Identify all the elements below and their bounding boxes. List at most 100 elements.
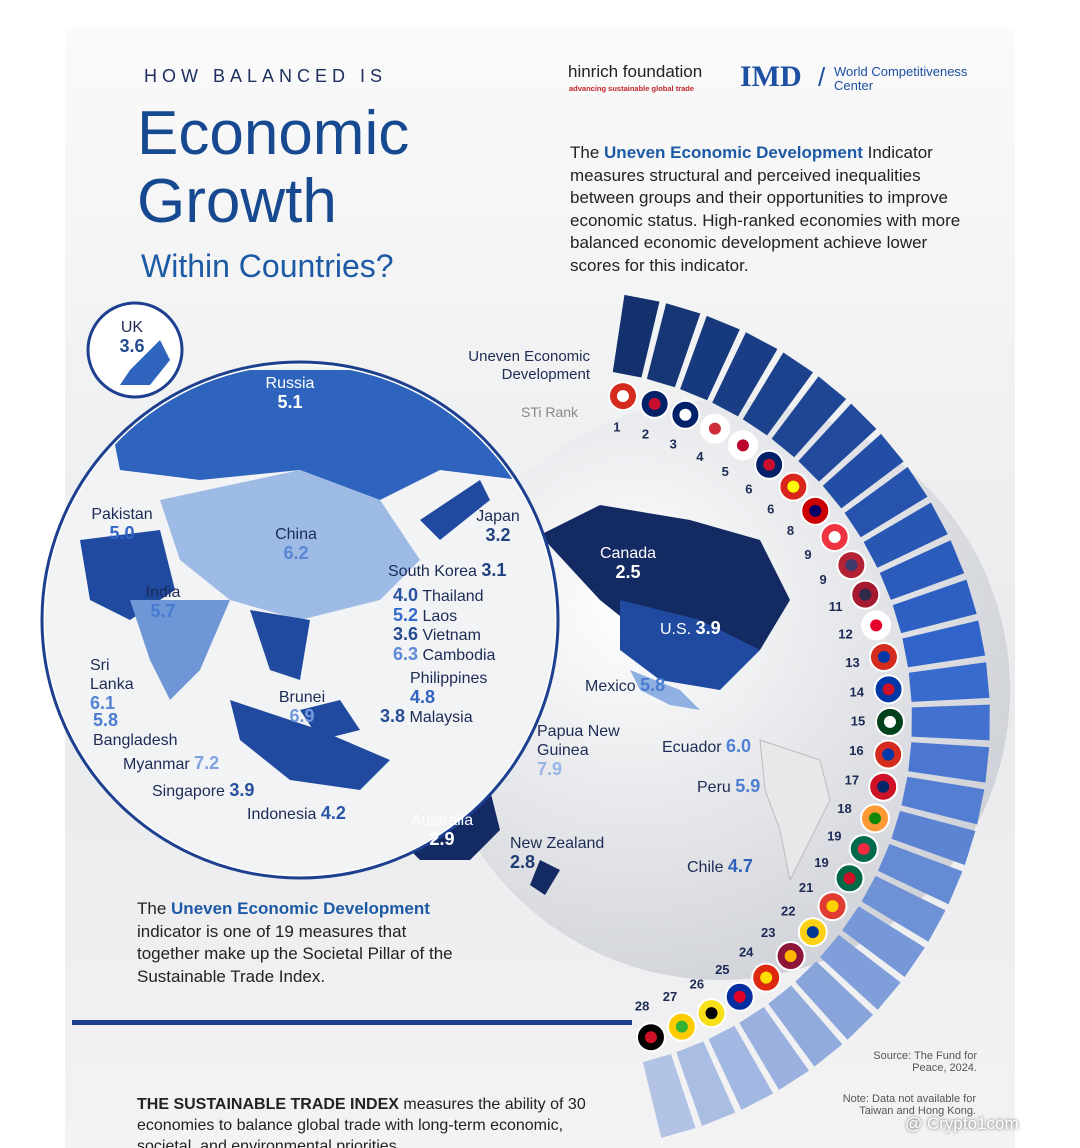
- economy-label: Singapore 3.9: [152, 781, 254, 801]
- economy-value: 6.0: [726, 736, 752, 756]
- rank-label: 12: [838, 627, 852, 642]
- rank-bar: [739, 1006, 809, 1091]
- flag-detail: [828, 531, 841, 544]
- economy-name: Vietnam: [422, 627, 481, 644]
- economy-name: Thailand: [422, 588, 484, 605]
- flag-detail: [648, 397, 661, 410]
- rank-label: 19: [814, 855, 828, 870]
- flag-detail: [616, 390, 629, 403]
- economy-value: 3.8: [380, 706, 406, 726]
- economy-value: 4.7: [727, 856, 753, 876]
- rank-label: 4: [696, 449, 704, 464]
- borneo: [300, 700, 360, 740]
- rank-bar: [642, 1054, 696, 1138]
- rank-bar: [612, 294, 660, 378]
- watermark: @ Crypto1com: [905, 1114, 1019, 1133]
- rank-label: 1: [613, 419, 620, 434]
- rank-bar: [863, 502, 948, 568]
- rank-bar: [676, 1041, 736, 1126]
- rank-bar: [820, 934, 901, 1010]
- economy-label: 5.8 Bangladesh: [93, 711, 178, 750]
- text: The: [570, 143, 600, 162]
- china: [160, 470, 420, 620]
- economy-label: 3.8 Malaysia: [380, 707, 473, 727]
- canada: [540, 505, 790, 660]
- flag-detail: [870, 619, 883, 632]
- economy-name: Papua New Guinea: [537, 723, 620, 759]
- title: Economic Growth: [137, 100, 409, 236]
- economy-name: China: [275, 526, 317, 543]
- imd-line: World Competitiveness: [834, 64, 968, 79]
- title-line: Economic: [137, 99, 410, 168]
- economy-name: U.S.: [660, 621, 692, 638]
- rank-bar: [712, 332, 778, 417]
- rank-bar: [844, 466, 928, 538]
- economy-label: South Korea 3.1: [388, 561, 506, 581]
- economy-value: 7.2: [194, 753, 220, 773]
- economy-value: 6.3: [393, 644, 419, 664]
- flag-detail: [809, 504, 822, 517]
- rank-bar: [768, 985, 843, 1067]
- imd-line: Center: [834, 78, 874, 93]
- flag-detail: [859, 588, 872, 601]
- flag-detail: [869, 812, 882, 825]
- rank-bar: [742, 352, 814, 436]
- imd-text: World Competitiveness Center: [834, 65, 967, 93]
- economy-value: 3.9: [695, 618, 721, 638]
- rank-bar: [892, 579, 977, 634]
- economy-label: 6.3 Cambodia: [393, 645, 495, 665]
- economy-label: 5.2 Laos: [393, 606, 457, 626]
- flag-detail: [644, 1031, 657, 1044]
- rank-label: 14: [849, 684, 864, 699]
- economy-label: Sri Lanka 6.1: [90, 656, 134, 714]
- mexico: [630, 670, 700, 710]
- flag-detail: [787, 480, 800, 493]
- economy-name: Russia: [265, 375, 315, 392]
- highlight: Uneven Economic Development: [171, 899, 430, 918]
- rank-label: 16: [849, 743, 863, 758]
- economy-label: Myanmar 7.2: [123, 754, 219, 774]
- economy-label: Philippines 4.8: [410, 669, 510, 708]
- rank-label: 24: [739, 945, 754, 960]
- rank-bar: [771, 376, 847, 458]
- imd-logo: IMD: [740, 60, 802, 93]
- economy-label: India 5.7: [146, 583, 181, 622]
- economy-value: 2.5: [615, 562, 641, 582]
- economy-name: Cambodia: [422, 647, 496, 664]
- economy-label: Pakistan 5.0: [91, 505, 152, 544]
- rank-label: 5: [722, 464, 729, 479]
- flag-detail: [843, 872, 856, 885]
- economy-name: Myanmar: [123, 756, 190, 773]
- economy-name: Philippines: [410, 670, 488, 687]
- economy-label: Canada 2.5: [600, 544, 656, 583]
- pakistan: [80, 530, 175, 620]
- flag-detail: [705, 1007, 718, 1020]
- economy-label: Russia 5.1: [266, 374, 315, 413]
- economy-label: Ecuador 6.0: [662, 737, 751, 757]
- rank-label: 2: [642, 427, 649, 442]
- text: measures the ability of 30 economies to …: [137, 1096, 586, 1148]
- flag-detail: [733, 990, 746, 1003]
- economy-name: Indonesia: [247, 806, 317, 823]
- rank-label: 6: [745, 482, 752, 497]
- economy-value: 4.2: [320, 803, 346, 823]
- rank-bar: [891, 810, 976, 866]
- rank-bar: [902, 620, 986, 668]
- economy-value: 3.9: [229, 780, 255, 800]
- flag-detail: [883, 715, 896, 728]
- rank-bar: [908, 662, 990, 702]
- rank-bar: [861, 875, 946, 942]
- rank-label: 28: [635, 998, 649, 1013]
- rule: [72, 1020, 632, 1025]
- economy-value: 3.1: [481, 560, 507, 580]
- usa: [620, 600, 760, 690]
- economy-label: Indonesia 4.2: [247, 804, 346, 824]
- economy-name: Canada: [599, 545, 657, 562]
- rank-label: 27: [663, 989, 677, 1004]
- text: Indicator measures structural and percei…: [570, 143, 961, 275]
- economy-name: India: [145, 584, 181, 601]
- flag-detail: [806, 926, 819, 939]
- economy-value: 3.6: [119, 336, 145, 356]
- economy-value: 3.6: [393, 624, 419, 644]
- highlight: Uneven Economic Development: [604, 143, 863, 162]
